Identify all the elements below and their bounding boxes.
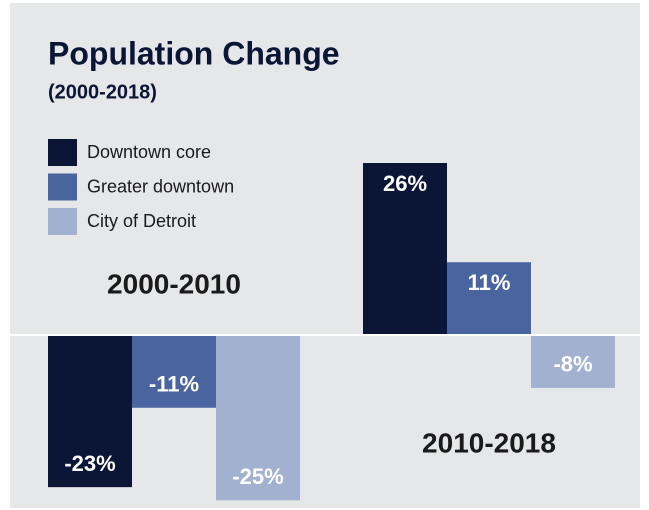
legend-swatch <box>48 139 77 166</box>
bar <box>48 335 132 488</box>
bar <box>531 335 615 388</box>
value-label: -25% <box>232 464 283 489</box>
bar <box>132 335 216 408</box>
value-label: -8% <box>553 352 592 377</box>
value-label: 26% <box>383 171 427 196</box>
value-label: -11% <box>149 372 199 397</box>
legend-label: Greater downtown <box>87 176 234 196</box>
legend-swatch <box>48 173 77 201</box>
category-label: 2010-2018 <box>422 427 556 458</box>
value-label: -23% <box>64 451 115 476</box>
value-label: 11% <box>468 270 511 295</box>
legend-label: Downtown core <box>87 142 211 162</box>
chart-subtitle: (2000-2018) <box>48 81 157 103</box>
legend-label: City of Detroit <box>87 211 196 231</box>
bar <box>447 262 531 335</box>
chart-title: Population Change <box>48 35 340 71</box>
legend-swatch <box>48 208 77 235</box>
category-label: 2000-2010 <box>107 268 241 299</box>
bar <box>216 335 300 501</box>
bar <box>363 163 447 335</box>
